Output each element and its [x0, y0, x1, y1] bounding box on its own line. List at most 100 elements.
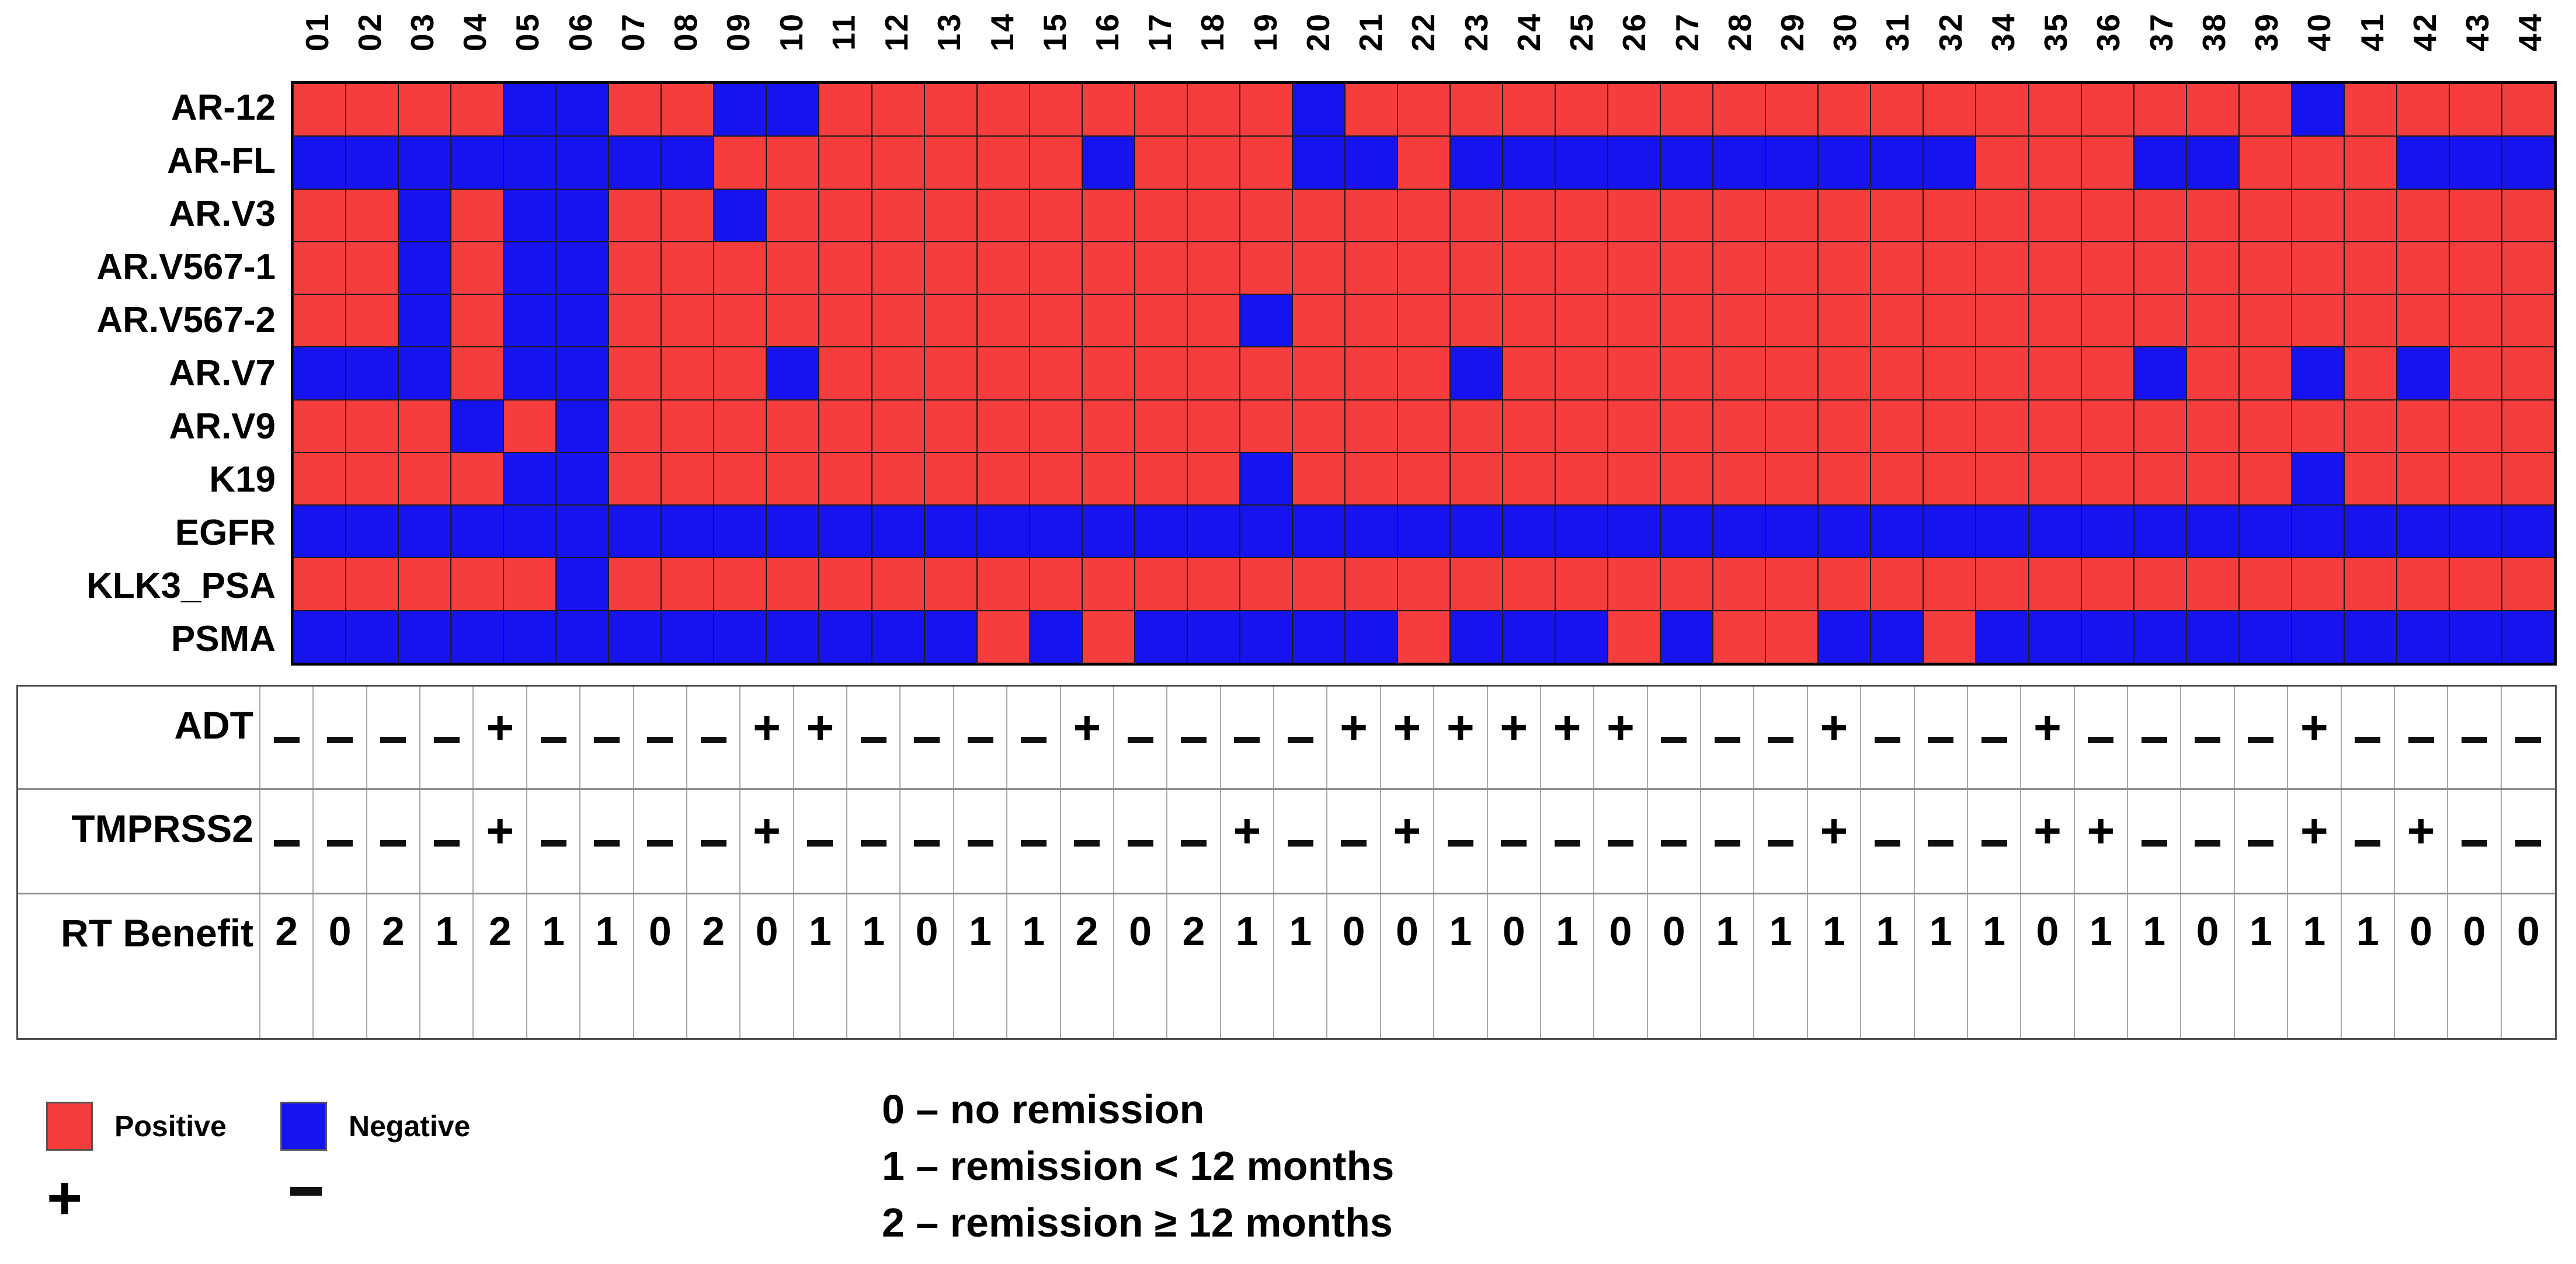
heatmap-cell-positive [2501, 452, 2554, 506]
annotation-cell [1114, 790, 1168, 893]
heatmap-cell-positive [1555, 452, 1608, 506]
column-header: 39 [2241, 0, 2293, 79]
annotation-cell [367, 790, 421, 893]
heatmap-cell-positive [1450, 452, 1503, 506]
heatmap-cell-positive [2028, 189, 2081, 242]
heatmap-cell-positive [766, 241, 819, 295]
heatmap-cell-positive [2291, 294, 2344, 347]
column-header: 37 [2135, 0, 2188, 79]
heatmap-cell-positive [1818, 241, 1871, 295]
column-header-label: 44 [2512, 12, 2549, 52]
heatmap-cell-negative [556, 505, 609, 558]
annotation-cell [1007, 687, 1061, 788]
column-header-label: 26 [1616, 12, 1653, 52]
heatmap-cell-positive [346, 241, 399, 295]
heatmap-cell-positive [1765, 558, 1819, 611]
heatmap-cell-negative [1555, 505, 1608, 558]
annotation-cell [367, 687, 421, 788]
heatmap-cell-positive [1082, 189, 1135, 242]
heatmap-cell-positive [2081, 347, 2134, 400]
minus-symbol [327, 840, 353, 847]
plus-symbol: + [1446, 701, 1475, 754]
heatmap-cell-negative [1450, 610, 1503, 663]
minus-symbol [1928, 840, 1954, 847]
heatmap-cell-negative [556, 83, 609, 137]
heatmap-cell-positive [1871, 294, 1924, 347]
heatmap-cell-positive [1555, 294, 1608, 347]
annotation-row-label: TMPRSS2 [18, 790, 260, 893]
heatmap-cell-negative [1344, 136, 1397, 189]
heatmap-cell-positive [2344, 399, 2397, 452]
heatmap-cell-positive [1344, 399, 1397, 452]
heatmap-cell-positive [1187, 241, 1240, 295]
minus-symbol [1607, 840, 1633, 847]
rt-benefit-value: 2 [1182, 908, 1205, 954]
column-header-label: 43 [2459, 12, 2496, 52]
rt-key-line-2: 2 – remission ≥ 12 months [882, 1200, 1393, 1245]
annotation-cell: 0 [1114, 894, 1168, 1038]
heatmap-cell-negative [1976, 610, 2029, 663]
annotation-cell [580, 687, 634, 788]
rt-benefit-value: 0 [2516, 908, 2540, 954]
heatmap-cell-negative [714, 189, 767, 242]
heatmap-cell-negative [451, 136, 504, 189]
heatmap-cell-negative [451, 610, 504, 663]
minus-symbol [327, 737, 353, 743]
minus-symbol [2248, 737, 2274, 743]
column-header: 22 [1397, 0, 1450, 79]
heatmap-cell-positive [714, 452, 767, 506]
heatmap-cell-negative [2291, 505, 2344, 558]
heatmap-cell-positive [2449, 558, 2502, 611]
annotation-cell [314, 790, 367, 893]
heatmap-cell-negative [1187, 505, 1240, 558]
heatmap-cell-negative [1871, 610, 1924, 663]
column-header: 34 [1977, 0, 2029, 79]
minus-symbol [647, 840, 673, 847]
heatmap-cell-negative [1765, 505, 1819, 558]
heatmap-cell-negative [819, 505, 872, 558]
annotation-cell [1221, 687, 1275, 788]
annotation-cell [1915, 687, 1968, 788]
row-label: AR.V9 [169, 406, 276, 447]
heatmap-cell-positive [1134, 347, 1187, 400]
heatmap-cell-positive [1923, 452, 1976, 506]
heatmap-cell-positive [1555, 399, 1608, 452]
minus-symbol [2141, 737, 2167, 743]
heatmap-cell-positive [924, 399, 977, 452]
column-header-label: 04 [457, 12, 493, 52]
heatmap-cell-positive [1344, 294, 1397, 347]
annotation-cell: 2 [474, 894, 527, 1038]
heatmap-cell-positive [1292, 347, 1345, 400]
heatmap-cell-negative [1871, 136, 1924, 189]
heatmap-cell-negative [503, 241, 557, 295]
minus-symbol [1181, 840, 1207, 847]
annotation-cell [2502, 687, 2555, 788]
annotation-cell: + [2395, 790, 2449, 893]
heatmap-cell-negative [1292, 83, 1345, 137]
annotation-cell: + [794, 687, 848, 788]
heatmap-cell-positive [1450, 558, 1503, 611]
heatmap-cell-positive [2081, 136, 2134, 189]
rt-benefit-value: 0 [2410, 908, 2433, 954]
heatmap-cell-negative [398, 136, 451, 189]
annotation-cell: + [1808, 687, 1862, 788]
column-header: 01 [291, 0, 343, 79]
heatmap-cell-negative [503, 452, 557, 506]
annotation-cell [2342, 687, 2395, 788]
minus-symbol [1020, 840, 1047, 847]
heatmap-cell-positive [1608, 294, 1661, 347]
heatmap-cell-positive [1923, 83, 1976, 137]
heatmap-cell-negative [2501, 505, 2554, 558]
heatmap-cell-positive [714, 399, 767, 452]
annotation-cell [1167, 790, 1221, 893]
rt-benefit-value: 1 [2356, 908, 2379, 954]
heatmap-cell-positive [1029, 399, 1082, 452]
heatmap-cell-negative [1397, 505, 1451, 558]
plus-symbol: + [1500, 701, 1528, 754]
heatmap-cell-positive [2081, 189, 2134, 242]
heatmap-cell-positive [293, 189, 346, 242]
rt-benefit-value: 1 [595, 908, 618, 954]
heatmap-cell-positive [293, 83, 346, 137]
annotation-cell: + [474, 790, 527, 893]
heatmap-cell-positive [1397, 347, 1451, 400]
